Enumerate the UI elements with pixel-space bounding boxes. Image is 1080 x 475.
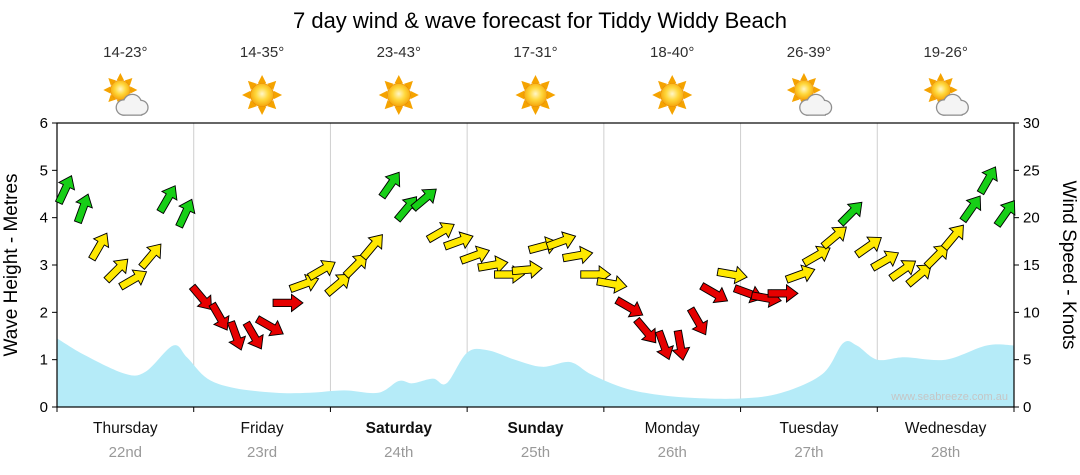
wind-arrow bbox=[716, 265, 748, 285]
sun-cloud-icon bbox=[923, 73, 969, 116]
page-title: 7 day wind & wave forecast for Tiddy Wid… bbox=[292, 8, 787, 33]
day-label: Tuesday bbox=[779, 420, 838, 437]
wind-arrow bbox=[940, 224, 964, 252]
wind-arrow bbox=[378, 171, 401, 200]
left-tick-label: 2 bbox=[40, 304, 48, 321]
wind-arrow bbox=[699, 282, 729, 304]
wind-arrow bbox=[888, 260, 917, 282]
wind-arrow bbox=[208, 301, 230, 331]
date-label: 25th bbox=[521, 444, 550, 461]
wind-arrow bbox=[654, 329, 674, 361]
date-label: 23rd bbox=[247, 444, 277, 461]
wind-arrow bbox=[54, 175, 76, 206]
day-label: Friday bbox=[241, 420, 284, 437]
day-temp-range: 18-40° bbox=[650, 44, 694, 61]
left-tick-label: 1 bbox=[40, 352, 48, 369]
wave-height-area bbox=[57, 338, 1014, 407]
day-label: Monday bbox=[645, 420, 700, 437]
wind-arrow bbox=[959, 195, 982, 224]
wind-arrow bbox=[596, 275, 628, 294]
wind-arrow bbox=[976, 166, 998, 196]
wind-arrow bbox=[226, 320, 247, 351]
date-label: 26th bbox=[658, 444, 687, 461]
day-label: Saturday bbox=[366, 420, 433, 437]
wind-arrow bbox=[923, 244, 949, 270]
wind-arrow bbox=[118, 269, 148, 291]
wind-arrow bbox=[175, 198, 196, 229]
date-label: 22nd bbox=[109, 444, 142, 461]
wind-arrow bbox=[103, 258, 129, 284]
wind-arrow bbox=[138, 243, 162, 270]
left-axis-title: Wave Height - Metres bbox=[1, 173, 22, 356]
wind-arrow bbox=[188, 283, 213, 311]
wind-arrow bbox=[614, 296, 644, 318]
wind-arrow bbox=[324, 273, 351, 297]
wind-arrow bbox=[671, 329, 691, 361]
wind-arrow bbox=[801, 245, 831, 267]
left-tick-label: 4 bbox=[40, 210, 48, 227]
wind-arrow bbox=[511, 259, 543, 279]
wind-arrow bbox=[686, 306, 708, 336]
wind-arrow bbox=[562, 245, 594, 265]
day-temp-range: 19-26° bbox=[923, 44, 967, 61]
day-temp-range: 23-43° bbox=[377, 44, 421, 61]
right-tick-label: 5 bbox=[1023, 352, 1031, 369]
right-axis-title: Wind Speed - Knots bbox=[1058, 181, 1079, 350]
wind-arrow bbox=[837, 201, 863, 227]
day-temp-range: 14-35° bbox=[240, 44, 284, 61]
sun-cloud-icon bbox=[786, 73, 833, 116]
wind-arrow bbox=[905, 264, 932, 288]
wind-arrow bbox=[156, 185, 178, 215]
sun-cloud-icon bbox=[103, 73, 149, 116]
date-label: 24th bbox=[384, 444, 413, 461]
wind-arrow bbox=[88, 232, 110, 262]
sun-icon bbox=[515, 75, 556, 115]
day-label: Wednesday bbox=[905, 420, 987, 437]
sun-icon bbox=[242, 75, 283, 115]
wind-arrow bbox=[73, 193, 93, 225]
wind-arrow bbox=[254, 315, 284, 337]
right-tick-label: 25 bbox=[1023, 162, 1040, 179]
wind-arrow bbox=[870, 250, 900, 272]
day-temp-range: 14-23° bbox=[103, 44, 147, 61]
day-temp-range: 26-39° bbox=[787, 44, 831, 61]
left-tick-label: 6 bbox=[40, 115, 48, 132]
wind-arrow bbox=[784, 264, 816, 284]
left-tick-label: 0 bbox=[40, 399, 48, 416]
day-label: Thursday bbox=[93, 420, 158, 437]
watermark: www.seabreeze.com.au bbox=[890, 391, 1008, 403]
wind-arrow bbox=[425, 222, 455, 244]
right-tick-label: 20 bbox=[1023, 210, 1040, 227]
wind-arrow bbox=[820, 226, 847, 250]
wind-arrow bbox=[306, 259, 336, 281]
wind-arrow bbox=[459, 245, 491, 265]
wind-arrow bbox=[410, 188, 437, 212]
wind-arrow bbox=[767, 283, 799, 303]
sun-icon bbox=[378, 75, 419, 115]
wind-arrow bbox=[854, 236, 882, 259]
left-tick-label: 5 bbox=[40, 162, 48, 179]
wind-arrow bbox=[272, 293, 304, 313]
right-tick-label: 0 bbox=[1023, 399, 1031, 416]
left-tick-label: 3 bbox=[40, 257, 48, 274]
right-tick-label: 15 bbox=[1023, 257, 1040, 274]
wind-arrow bbox=[242, 320, 264, 350]
right-tick-label: 10 bbox=[1023, 304, 1040, 321]
wind-arrow bbox=[443, 231, 474, 251]
wind-arrow bbox=[633, 316, 657, 344]
wind-arrow bbox=[545, 231, 577, 251]
day-label: Sunday bbox=[508, 420, 564, 437]
date-label: 27th bbox=[794, 444, 823, 461]
wind-arrow bbox=[342, 253, 368, 279]
wind-arrow bbox=[359, 234, 383, 261]
wind-arrow bbox=[993, 200, 1016, 228]
date-label: 28th bbox=[931, 444, 960, 461]
day-temp-range: 17-31° bbox=[513, 44, 557, 61]
sun-icon bbox=[652, 75, 693, 115]
right-tick-label: 30 bbox=[1023, 115, 1040, 132]
